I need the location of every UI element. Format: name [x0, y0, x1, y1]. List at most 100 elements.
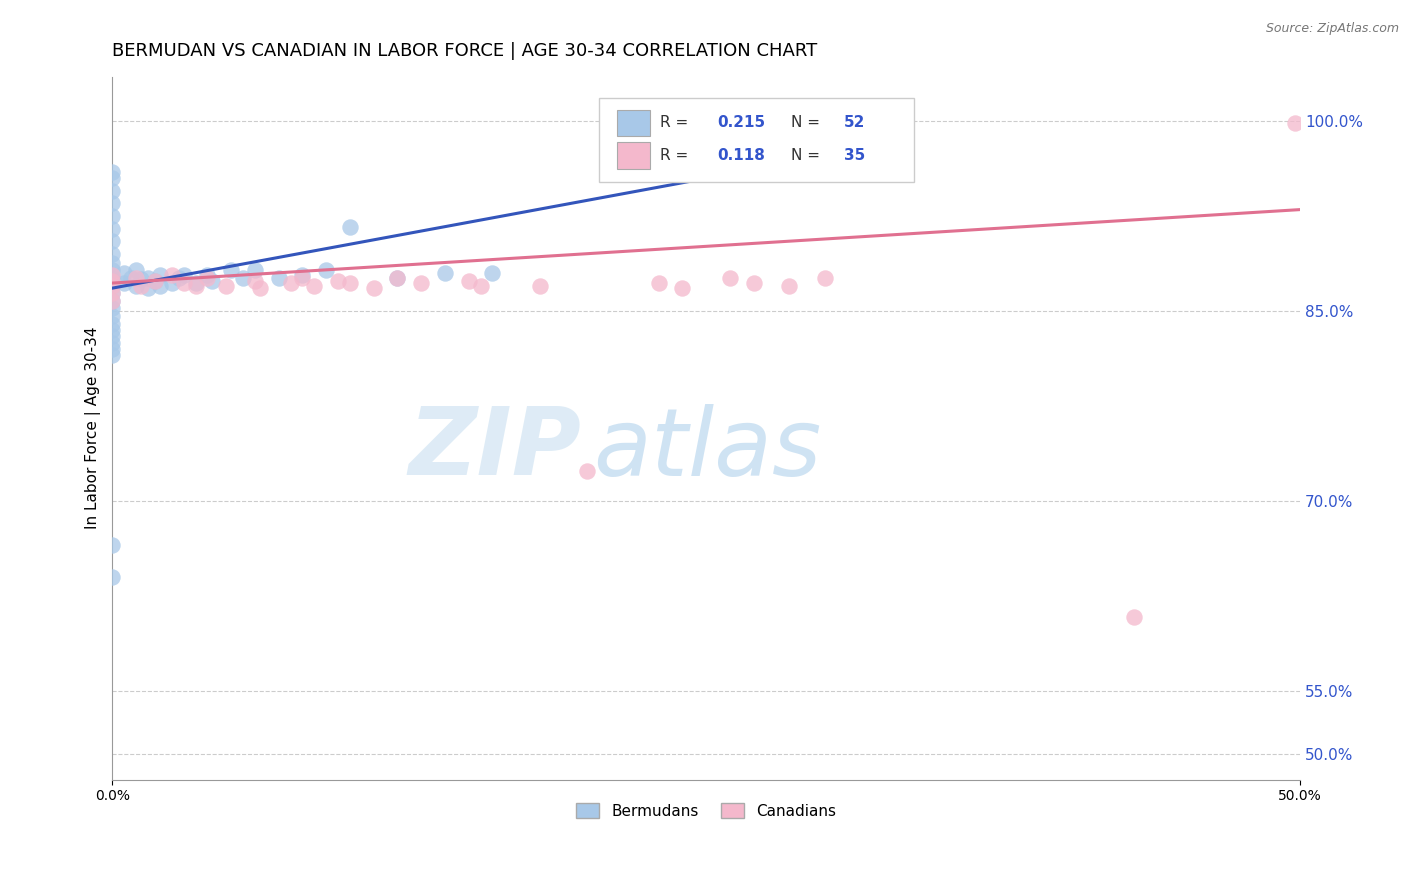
Point [470, 278, 492, 293]
Point [232, 271, 254, 285]
Point [411, 276, 433, 290]
Point [112, 276, 135, 290]
Point [101, 234, 124, 248]
Point [387, 271, 409, 285]
Point [315, 263, 337, 277]
Point [387, 271, 409, 285]
Legend: Bermudans, Canadians: Bermudans, Canadians [569, 797, 842, 825]
FancyBboxPatch shape [617, 142, 651, 169]
Point [160, 268, 183, 283]
Point [101, 317, 124, 331]
Point [101, 170, 124, 185]
Text: Source: ZipAtlas.com: Source: ZipAtlas.com [1265, 22, 1399, 36]
Point [363, 281, 385, 295]
Point [671, 281, 693, 295]
FancyBboxPatch shape [599, 98, 914, 182]
Point [120, 271, 142, 285]
Text: atlas: atlas [593, 404, 821, 495]
Point [647, 276, 669, 290]
Point [101, 247, 124, 261]
Point [101, 286, 124, 301]
Point [243, 263, 266, 277]
Point [136, 281, 159, 295]
Text: R =: R = [659, 115, 693, 130]
Text: 52: 52 [844, 115, 865, 130]
Point [101, 278, 124, 293]
Point [1284, 116, 1306, 130]
Point [101, 286, 124, 301]
Point [197, 268, 219, 283]
Text: 0.215: 0.215 [717, 115, 765, 130]
Point [101, 196, 124, 211]
Point [125, 271, 148, 285]
Point [326, 273, 349, 287]
Text: N =: N = [790, 148, 824, 163]
Point [101, 301, 124, 316]
Point [304, 278, 326, 293]
Text: 0.118: 0.118 [717, 148, 765, 163]
Point [778, 278, 800, 293]
Point [101, 268, 124, 283]
Point [433, 266, 456, 280]
Point [129, 278, 152, 293]
Point [149, 278, 172, 293]
Point [125, 263, 148, 277]
Point [576, 464, 599, 478]
Point [143, 273, 166, 287]
Point [101, 221, 124, 235]
Point [291, 271, 314, 285]
Point [339, 220, 361, 235]
Text: 35: 35 [844, 148, 865, 163]
Point [101, 263, 124, 277]
Point [101, 271, 124, 285]
Text: R =: R = [659, 148, 693, 163]
Point [173, 268, 195, 283]
Point [718, 271, 741, 285]
Point [215, 278, 238, 293]
Point [101, 293, 124, 308]
Point [112, 266, 135, 280]
Point [101, 348, 124, 362]
Point [249, 281, 271, 295]
Point [742, 276, 765, 290]
Point [143, 273, 166, 287]
Point [136, 271, 159, 285]
Point [101, 164, 124, 178]
Point [184, 278, 207, 293]
Point [280, 276, 302, 290]
Point [167, 271, 190, 285]
Point [101, 309, 124, 323]
Point [101, 256, 124, 270]
Point [814, 154, 837, 169]
Point [197, 271, 219, 285]
Point [101, 323, 124, 337]
Point [184, 276, 207, 290]
Point [339, 276, 361, 290]
Point [267, 271, 290, 285]
Point [291, 268, 314, 283]
Point [814, 271, 837, 285]
Point [101, 342, 124, 356]
Text: N =: N = [790, 115, 824, 130]
Point [101, 184, 124, 198]
Point [101, 570, 124, 584]
Point [101, 538, 124, 552]
Point [481, 266, 503, 280]
Point [101, 273, 124, 287]
Point [101, 278, 124, 293]
Point [1122, 610, 1144, 624]
Point [173, 276, 195, 290]
Text: ZIP: ZIP [409, 403, 582, 495]
Point [160, 276, 183, 290]
Point [219, 263, 242, 277]
Point [149, 268, 172, 283]
Point [243, 273, 266, 287]
FancyBboxPatch shape [617, 110, 651, 136]
Point [125, 278, 148, 293]
Point [201, 273, 224, 287]
Point [101, 209, 124, 223]
Point [101, 293, 124, 308]
Point [457, 273, 479, 287]
Point [101, 329, 124, 343]
Point [529, 278, 551, 293]
